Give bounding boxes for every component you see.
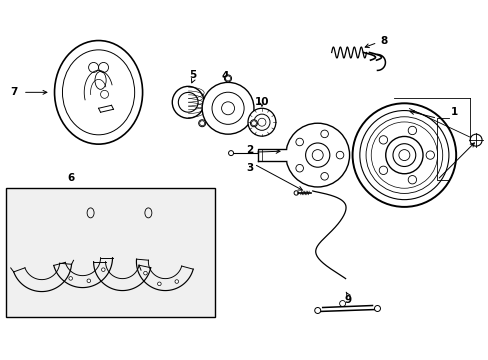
Circle shape: [199, 121, 204, 126]
Circle shape: [314, 307, 320, 314]
Circle shape: [251, 121, 256, 126]
Text: 7: 7: [10, 87, 18, 97]
Circle shape: [102, 268, 105, 271]
Circle shape: [352, 103, 455, 207]
Circle shape: [143, 271, 147, 275]
Ellipse shape: [55, 41, 142, 144]
Circle shape: [247, 108, 275, 136]
Ellipse shape: [198, 120, 205, 127]
Circle shape: [69, 276, 72, 280]
Circle shape: [202, 82, 253, 134]
Circle shape: [175, 280, 178, 283]
Text: 3: 3: [246, 163, 253, 173]
Text: 9: 9: [344, 294, 350, 305]
Text: 4: 4: [221, 71, 228, 81]
Ellipse shape: [250, 120, 257, 127]
Circle shape: [87, 279, 90, 283]
Text: 5: 5: [189, 71, 197, 80]
Circle shape: [285, 123, 349, 187]
Text: 8: 8: [380, 36, 387, 46]
Bar: [6, 188, 215, 318]
Circle shape: [374, 306, 380, 311]
Text: 6: 6: [67, 173, 74, 183]
Circle shape: [225, 76, 230, 81]
Circle shape: [228, 150, 233, 156]
Text: 10: 10: [254, 97, 268, 107]
Text: 1: 1: [449, 107, 457, 117]
Text: 2: 2: [246, 145, 253, 155]
Ellipse shape: [224, 75, 231, 82]
Circle shape: [157, 282, 161, 285]
